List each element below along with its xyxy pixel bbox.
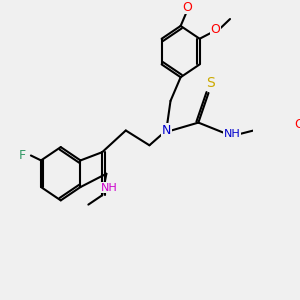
Text: NH: NH xyxy=(100,182,117,193)
Text: O: O xyxy=(182,1,192,14)
Text: F: F xyxy=(19,149,26,162)
Text: N: N xyxy=(162,124,171,137)
Text: S: S xyxy=(206,76,214,90)
Text: O: O xyxy=(211,23,220,36)
Text: O: O xyxy=(294,118,300,131)
Text: NH: NH xyxy=(224,129,241,140)
